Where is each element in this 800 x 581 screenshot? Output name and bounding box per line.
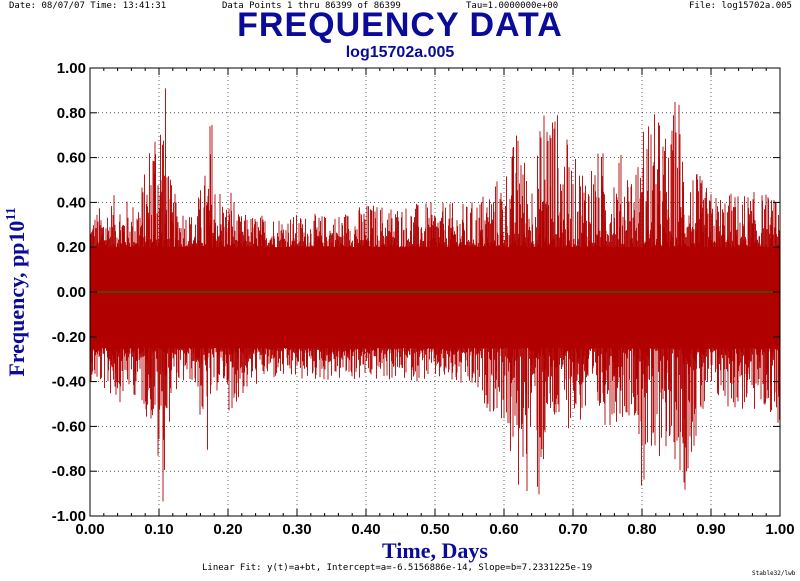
- x-tick-label-4: 0.40: [351, 521, 380, 538]
- header-tau: Tau=1.0000000e+00: [466, 1, 559, 11]
- y-tick-label-1: 0.80: [57, 105, 86, 122]
- y-tick-label-4: 0.20: [57, 239, 86, 256]
- y-tick-label-9: -0.80: [52, 463, 86, 480]
- y-tick-label-8: -0.60: [52, 418, 86, 435]
- header-file: File: log15702a.005: [689, 1, 792, 11]
- x-tick-label-9: 0.90: [696, 521, 725, 538]
- footer-fit-text: Linear Fit: y(t)=a+bt, Intercept=a=-6.51…: [202, 563, 593, 573]
- y-axis-label: Frequency, pp1011: [4, 207, 29, 376]
- y-axis-label-text: Frequency, pp10: [4, 221, 29, 377]
- x-tick-label-7: 0.70: [558, 521, 587, 538]
- series-trace-path: [90, 88, 781, 502]
- y-axis-label-exponent: 11: [4, 207, 19, 220]
- x-tick-label-8: 0.80: [627, 521, 656, 538]
- y-tick-label-7: -0.40: [52, 374, 86, 391]
- x-tick-label-2: 0.20: [213, 521, 242, 538]
- header-points: Data Points 1 thru 86399 of 86399: [222, 1, 401, 11]
- y-axis-ticks: 1.00 0.80 0.60 0.40 0.20 0.00 -0.20 -0.40 -0.60 -…: [52, 60, 780, 525]
- x-axis-ticks: 0.00 0.10 0.20 0.30 0.40 0.50 0.60 0.70 0.80 0.90…: [75, 68, 795, 538]
- y-tick-label-6: -0.20: [52, 329, 86, 346]
- footer-credit: Stable32/lwb: [752, 570, 796, 577]
- chart-subtitle: log15702a.005: [345, 44, 455, 61]
- header-date: Date: 08/07/07 Time: 13:41:31: [9, 1, 167, 11]
- x-tick-label-0: 0.00: [75, 521, 104, 538]
- y-tick-label-5: 0.00: [57, 284, 86, 301]
- y-tick-label-3: 0.40: [57, 194, 86, 211]
- y-tick-label-10: -1.00: [52, 508, 86, 525]
- chart-title: FREQUENCY DATA: [237, 6, 563, 44]
- series-trace: [90, 88, 781, 502]
- x-tick-label-1: 0.10: [144, 521, 173, 538]
- y-tick-label-0: 1.00: [57, 60, 86, 77]
- y-tick-label-2: 0.60: [57, 150, 86, 167]
- x-tick-label-3: 0.30: [282, 521, 311, 538]
- x-tick-label-6: 0.60: [489, 521, 518, 538]
- x-tick-label-10: 1.00: [765, 521, 794, 538]
- x-tick-label-5: 0.50: [420, 521, 449, 538]
- x-axis-label: Time, Days: [382, 538, 488, 563]
